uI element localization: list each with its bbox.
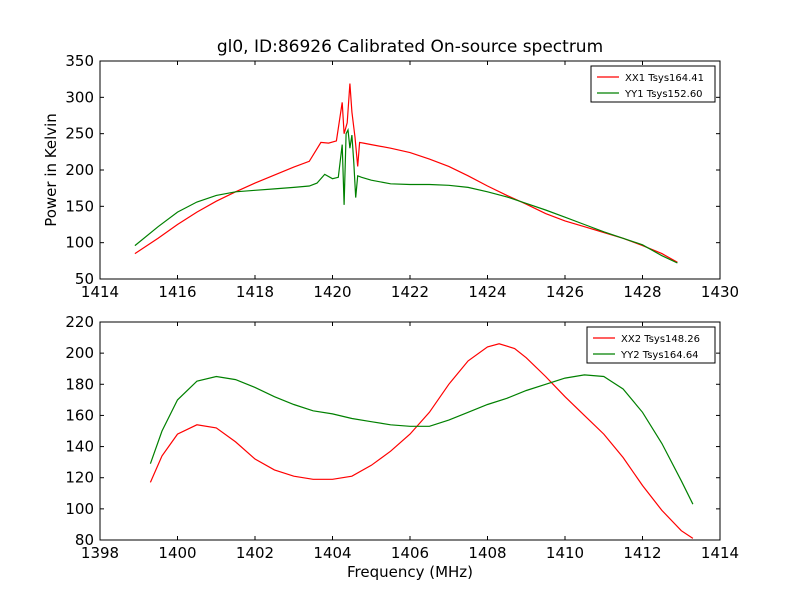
x-tick-label: 1406	[391, 544, 429, 562]
y-tick-label: 250	[65, 125, 94, 143]
legend: XX1 Tsys164.41 YY1 Tsys152.60	[590, 65, 716, 103]
y-tick-label: 300	[65, 88, 94, 106]
y-tick-label: 80	[75, 531, 94, 549]
x-tick-label: 1398	[81, 544, 119, 562]
x-tick-label: 1422	[391, 283, 429, 301]
x-tick-label: 1426	[546, 283, 584, 301]
x-tick-label: 1430	[701, 283, 739, 301]
y-tick-label: 100	[65, 234, 94, 252]
legend-label: XX1 Tsys164.41	[625, 73, 704, 84]
legend-label: XX2 Tsys148.26	[621, 334, 700, 345]
top-panel: 1414 1416 1418 1420 1422 1424 1426 1428 1430 50 10…	[65, 52, 739, 301]
y-tick-label: 120	[65, 469, 94, 487]
x-tick-label: 1416	[158, 283, 196, 301]
x-tick-label: 1424	[468, 283, 506, 301]
x-tick-label: 1420	[313, 283, 351, 301]
x-tick-label: 1404	[313, 544, 351, 562]
x-tick-label: 1412	[623, 544, 661, 562]
x-tick-label: 1414	[81, 283, 119, 301]
bottom-panel: 1398 1400 1402 1404 1406 1408 1410 1412 1414 80 10…	[65, 313, 739, 562]
y-tick-label: 350	[65, 52, 94, 70]
x-tick-label: 1402	[236, 544, 274, 562]
legend-label: YY2 Tsys164.64	[620, 350, 699, 361]
x-tick-label: 1414	[701, 544, 739, 562]
series-line-1-0	[149, 343, 694, 539]
legend-box	[586, 326, 716, 364]
x-tick-label: 1418	[236, 283, 274, 301]
x-tick-label: 1400	[158, 544, 196, 562]
chart-title: gl0, ID:86926 Calibrated On-source spect…	[217, 37, 603, 57]
y-tick-label: 50	[75, 270, 94, 288]
y-tick-label: 140	[65, 438, 94, 456]
series-line-0-0	[134, 83, 678, 263]
y-tick-label: 220	[65, 313, 94, 331]
y-tick-label: 150	[65, 197, 94, 215]
y-tick-label: 180	[65, 375, 94, 393]
series-line-0-1	[134, 127, 678, 264]
y-tick-label: 200	[65, 161, 94, 179]
legend: XX2 Tsys148.26 YY2 Tsys164.64	[586, 326, 716, 364]
x-tick-label: 1410	[546, 544, 584, 562]
x-tick-label: 1428	[623, 283, 661, 301]
y-tick-label: 100	[65, 500, 94, 518]
y-tick-label: 160	[65, 406, 94, 424]
legend-label: YY1 Tsys152.60	[624, 89, 703, 100]
x-tick-label: 1408	[468, 544, 506, 562]
series-line-1-1	[149, 374, 694, 505]
legend-box	[590, 65, 716, 103]
y-tick-label: 200	[65, 344, 94, 362]
bottom-x-axis-label: Frequency (MHz)	[347, 563, 473, 581]
top-y-axis-label: Power in Kelvin	[42, 113, 60, 227]
